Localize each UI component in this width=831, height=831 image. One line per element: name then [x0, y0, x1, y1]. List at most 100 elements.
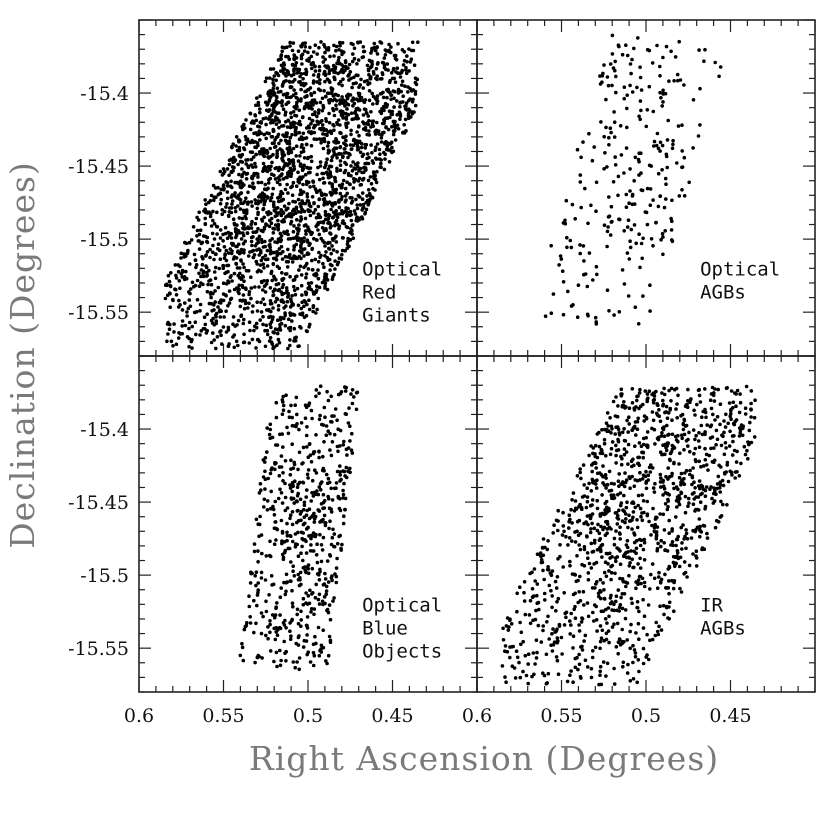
data-point — [337, 212, 342, 216]
data-point — [268, 427, 273, 432]
data-point — [332, 54, 336, 58]
data-point — [276, 282, 281, 286]
data-point — [339, 257, 344, 261]
data-point — [633, 651, 638, 655]
data-point — [367, 98, 372, 103]
data-point — [387, 42, 391, 47]
data-point — [310, 195, 315, 199]
data-point — [401, 100, 405, 104]
data-point — [274, 415, 279, 420]
data-point — [284, 659, 288, 663]
data-point — [661, 55, 665, 60]
data-point — [340, 101, 345, 105]
data-point — [296, 467, 300, 472]
data-point — [206, 282, 210, 287]
data-point — [246, 254, 251, 258]
data-point — [174, 287, 178, 292]
data-point — [651, 486, 656, 490]
data-point — [321, 454, 325, 459]
data-point — [268, 436, 273, 441]
data-point — [263, 79, 268, 84]
data-point — [312, 450, 316, 454]
data-point — [304, 232, 308, 236]
data-point — [695, 402, 699, 407]
data-point — [274, 206, 279, 211]
data-point — [678, 78, 683, 82]
data-point — [279, 454, 284, 458]
data-point — [618, 549, 622, 553]
data-point — [258, 263, 263, 267]
data-point — [598, 673, 602, 677]
data-point — [293, 63, 298, 68]
data-point — [413, 92, 418, 96]
data-point — [609, 593, 613, 598]
data-point — [608, 416, 612, 420]
data-point — [212, 257, 216, 262]
data-point — [275, 251, 280, 256]
data-point — [251, 165, 255, 169]
data-point — [181, 269, 185, 274]
data-point — [380, 133, 384, 137]
data-point — [326, 496, 331, 501]
data-point — [643, 474, 648, 479]
data-point — [273, 461, 277, 465]
data-point — [269, 468, 274, 472]
data-point — [742, 444, 747, 449]
data-point — [386, 88, 391, 93]
data-point — [339, 113, 344, 117]
data-point — [262, 225, 267, 230]
data-point — [288, 80, 292, 84]
data-point — [627, 573, 631, 578]
data-point — [625, 251, 630, 255]
data-point — [326, 653, 331, 658]
data-point — [167, 279, 172, 284]
data-point — [256, 560, 260, 564]
data-point — [273, 214, 278, 219]
data-point — [278, 432, 282, 437]
data-point — [384, 140, 388, 144]
data-point — [367, 133, 372, 137]
data-point — [624, 517, 628, 521]
data-point — [653, 633, 658, 638]
data-point — [330, 191, 335, 196]
data-point — [345, 225, 350, 230]
data-point — [577, 505, 581, 509]
data-point — [624, 205, 629, 209]
data-point — [273, 177, 278, 181]
data-point — [360, 197, 365, 201]
data-point — [639, 151, 643, 155]
data-point — [392, 105, 396, 109]
data-point — [321, 103, 325, 108]
data-point — [636, 416, 640, 421]
data-point — [298, 162, 303, 166]
data-point — [292, 57, 297, 62]
data-point — [591, 278, 595, 282]
data-point — [323, 254, 327, 258]
data-point — [351, 236, 356, 240]
data-point — [261, 288, 265, 292]
data-point — [234, 233, 239, 238]
data-point — [694, 459, 698, 464]
data-point — [720, 433, 724, 438]
data-point — [280, 277, 284, 282]
data-point — [398, 105, 402, 109]
data-point — [274, 650, 279, 655]
data-point — [354, 407, 359, 412]
data-point — [626, 294, 631, 298]
data-point — [621, 660, 626, 665]
data-point — [305, 302, 309, 307]
data-point — [177, 331, 181, 335]
data-point — [587, 453, 591, 458]
data-point — [288, 513, 293, 517]
data-point — [237, 139, 241, 144]
data-point — [715, 482, 720, 486]
data-point — [712, 399, 717, 403]
data-point — [704, 463, 709, 467]
data-point — [655, 131, 660, 136]
data-point — [415, 77, 420, 82]
data-point — [342, 50, 346, 54]
data-point — [286, 346, 290, 351]
data-point — [561, 280, 566, 284]
data-point — [324, 584, 329, 589]
data-point — [635, 427, 640, 432]
